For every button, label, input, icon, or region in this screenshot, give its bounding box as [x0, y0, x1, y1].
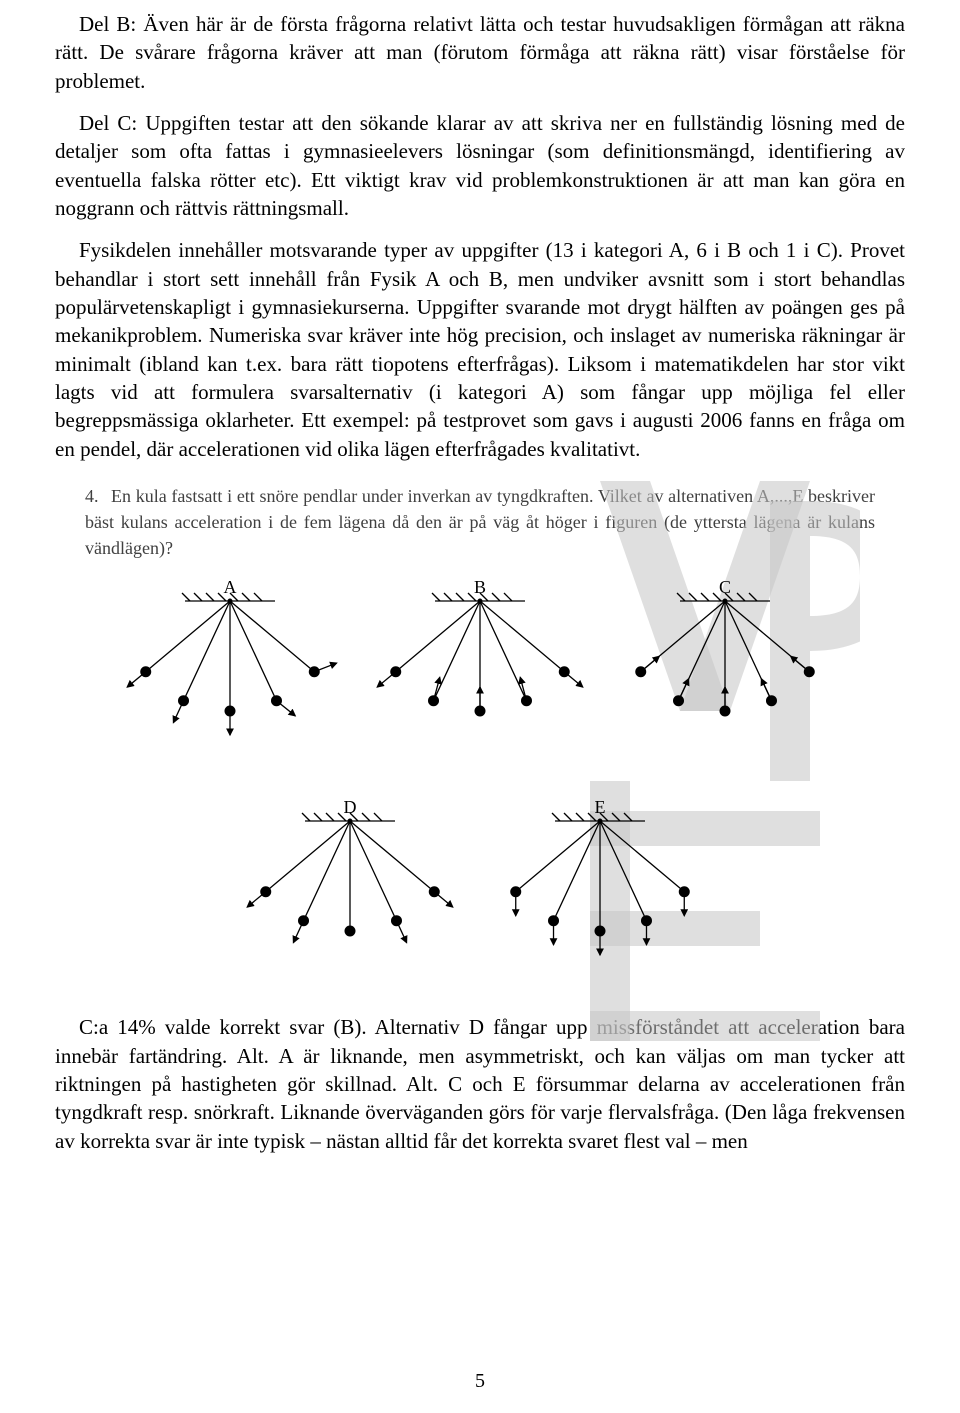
question-block: 4.En kula fastsatt i ett snöre pendlar u…	[85, 483, 875, 1001]
svg-text:A: A	[224, 577, 237, 597]
paragraph-del-b: Del B: Även här är de första frågorna re…	[55, 10, 905, 95]
paragraph-physics: Fysikdelen innehåller motsvarande typer …	[55, 236, 905, 463]
page-number: 5	[0, 1370, 960, 1393]
paragraph-del-c: Del C: Uppgiften testar att den sökande …	[55, 109, 905, 222]
pendulum-D: D	[247, 797, 452, 943]
pendulum-diagram: A B C D E	[120, 571, 840, 1001]
question-text: 4.En kula fastsatt i ett snöre pendlar u…	[85, 483, 875, 561]
svg-text:E: E	[595, 797, 606, 817]
pendulum-E: E	[511, 797, 690, 955]
paragraph-results: C:a 14% valde korrekt svar (B). Alternat…	[55, 1013, 905, 1155]
svg-text:C: C	[719, 577, 731, 597]
question-body: En kula fastsatt i ett snöre pendlar und…	[85, 486, 875, 558]
pendulum-diagram-wrap: A B C D E	[120, 571, 840, 1001]
pendulum-A: A	[127, 577, 336, 735]
svg-text:B: B	[474, 577, 486, 597]
pendulum-C: C	[636, 577, 815, 716]
pendulum-B: B	[377, 577, 582, 716]
document-page: Del B: Även här är de första frågorna re…	[0, 0, 960, 1413]
svg-text:D: D	[344, 797, 357, 817]
question-number: 4.	[85, 483, 111, 509]
